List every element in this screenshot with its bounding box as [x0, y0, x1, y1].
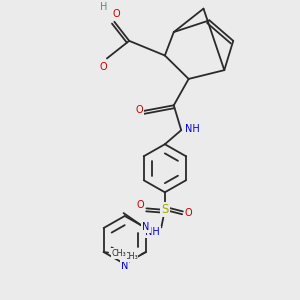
- Text: S: S: [161, 203, 169, 216]
- Text: O: O: [100, 61, 107, 72]
- Text: O: O: [112, 9, 120, 19]
- Text: O: O: [136, 200, 144, 210]
- Text: O: O: [185, 208, 193, 218]
- Text: H: H: [100, 2, 108, 12]
- Text: N: N: [121, 260, 128, 271]
- Text: CH₃: CH₃: [112, 249, 127, 258]
- Text: NH: NH: [145, 227, 160, 237]
- Text: N: N: [142, 222, 149, 232]
- Text: O: O: [135, 105, 143, 115]
- Text: CH₃: CH₃: [123, 252, 138, 261]
- Text: NH: NH: [185, 124, 200, 134]
